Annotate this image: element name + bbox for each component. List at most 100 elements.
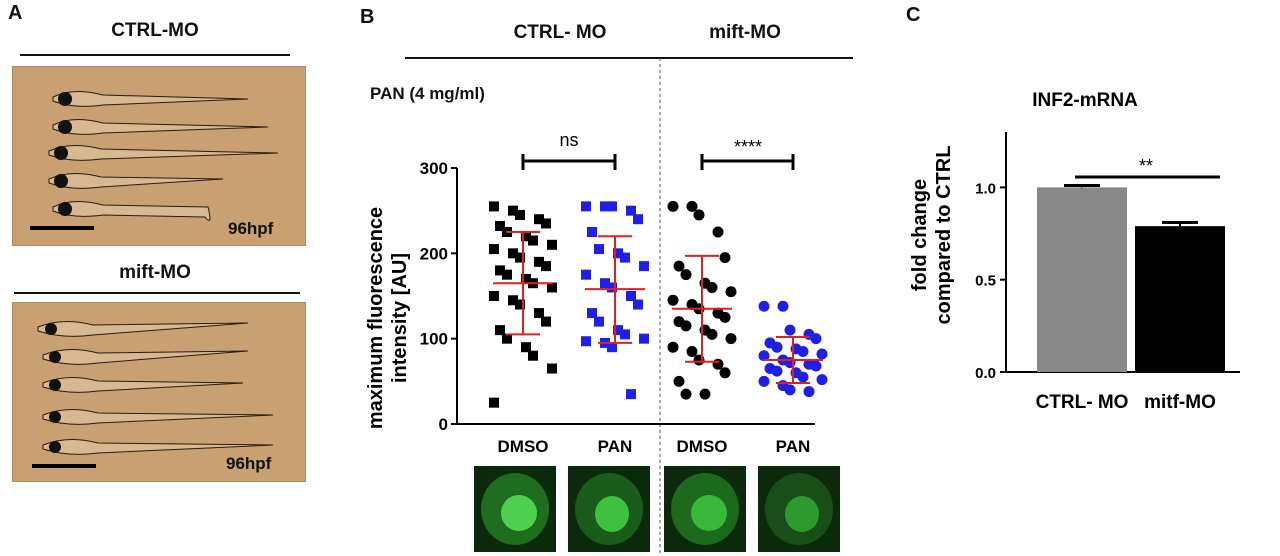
data-point	[521, 342, 531, 353]
data-point	[547, 239, 557, 250]
data-point	[719, 311, 731, 323]
scale-bar-ctrl	[30, 226, 94, 230]
data-point	[626, 389, 636, 400]
eye-image-mift-dmso	[664, 466, 746, 552]
data-point	[502, 333, 512, 344]
data-point	[699, 388, 711, 400]
panel-b-chart: maximum fluorescence intensity [AU] 0 100…	[365, 58, 828, 556]
data-point	[620, 329, 630, 340]
panel-b-treatment: PAN (4 mg/ml)	[370, 84, 485, 103]
data-point	[673, 375, 685, 387]
x-tick-label: PAN	[776, 437, 811, 456]
data-point	[771, 341, 783, 353]
data-point	[515, 299, 525, 310]
bar-chart-title: INF2-mRNA	[1032, 90, 1138, 111]
data-point	[528, 235, 538, 246]
data-point	[489, 201, 499, 212]
bar-y-tick-label: 0.5	[975, 273, 996, 290]
data-point	[528, 350, 538, 361]
data-point	[620, 252, 630, 263]
data-point	[706, 281, 718, 293]
panel-a-letter: A	[8, 2, 23, 24]
data-point	[600, 278, 610, 289]
data-point	[719, 367, 731, 379]
bar-y-tick-label: 1.0	[975, 180, 996, 197]
data-point	[547, 363, 557, 374]
stage-label-mift: 96hpf	[226, 454, 272, 473]
y-tick-label: 0	[439, 415, 448, 434]
data-point	[594, 316, 604, 327]
data-point	[758, 350, 770, 362]
bar-y-axis-label-line2: compared to CTRL	[933, 146, 955, 325]
y-tick-label: 300	[420, 159, 448, 178]
data-point	[797, 345, 809, 357]
data-point	[771, 365, 783, 377]
data-point	[803, 386, 815, 398]
data-point	[521, 231, 531, 242]
data-point	[489, 291, 499, 301]
bar-y-axis-label-line1: fold change	[909, 179, 931, 291]
data-point	[534, 256, 544, 267]
data-point	[706, 328, 718, 340]
data-point	[547, 282, 557, 293]
data-point	[667, 200, 679, 212]
bar	[1135, 226, 1225, 372]
data-point	[607, 282, 617, 293]
eye-image-mift-pan	[758, 466, 840, 552]
data-point	[581, 336, 591, 347]
data-point	[784, 324, 796, 336]
bar	[1037, 187, 1127, 372]
y-tick-label: 100	[420, 330, 448, 349]
data-point	[673, 260, 685, 272]
data-point	[541, 218, 551, 229]
data-point	[784, 384, 796, 396]
bar-category-label: mitf-MO	[1144, 392, 1216, 413]
data-point	[508, 248, 518, 259]
data-point	[626, 205, 636, 216]
data-point	[693, 209, 705, 221]
data-point	[758, 300, 770, 312]
data-point	[816, 348, 828, 360]
x-tick-label: DMSO	[498, 437, 549, 456]
data-point	[515, 252, 525, 263]
data-point	[534, 308, 544, 319]
data-point	[581, 269, 591, 280]
data-point	[515, 209, 525, 220]
panel-a-mift-header: mift-MO	[119, 262, 191, 283]
data-point	[495, 221, 505, 232]
data-point	[712, 226, 724, 238]
larvae-photo-mift	[12, 302, 306, 482]
sig-label-mift: ****	[734, 137, 762, 157]
data-point	[495, 265, 505, 276]
data-point	[581, 201, 591, 212]
data-point	[587, 227, 597, 237]
data-point	[502, 269, 512, 280]
bar-plot-area: 0.0 0.5 1.0 CTRL- MO mitf-MO	[975, 132, 1240, 413]
data-point	[534, 214, 544, 225]
data-point	[810, 360, 822, 372]
panel-c-chart: INF2-mRNA fold change compared to CTRL 0…	[909, 90, 1240, 413]
data-point	[810, 333, 822, 345]
panel-b-group-ctrl: CTRL- MO	[513, 22, 607, 43]
data-point	[541, 316, 551, 327]
data-point	[626, 291, 636, 301]
data-point	[639, 261, 649, 272]
bar-y-tick-label: 0.0	[975, 365, 996, 382]
panel-a-ctrl-header: CTRL-MO	[111, 20, 199, 41]
larvae-drawing-mift	[37, 321, 274, 455]
data-point	[613, 248, 623, 259]
y-axis-label-line2: intensity [AU]	[389, 253, 411, 383]
data-point	[489, 397, 499, 408]
data-point	[521, 273, 531, 284]
data-point	[508, 205, 518, 216]
data-point	[712, 358, 724, 370]
scale-bar-mift	[32, 464, 96, 468]
data-point	[680, 388, 692, 400]
panel-a-mift-rule	[14, 292, 300, 294]
sig-label-bar: **	[1139, 156, 1153, 176]
larvae-drawing-ctrl	[48, 91, 279, 221]
data-point	[686, 345, 698, 357]
y-axis-label-line1: maximum fluorescence	[365, 207, 387, 429]
panel-b-group-mift: mift-MO	[709, 22, 781, 43]
data-point	[633, 299, 643, 310]
